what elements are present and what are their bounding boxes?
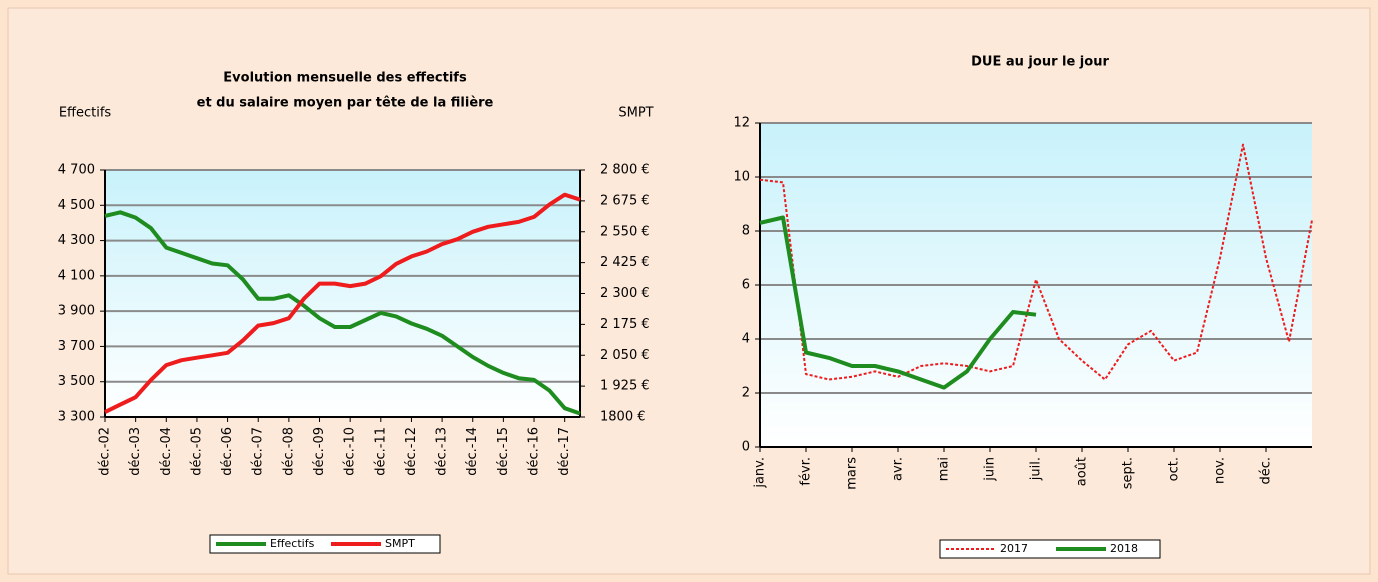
legend-label: 2017 <box>1000 542 1028 555</box>
y2-tick-label: 2 550 € <box>600 224 650 239</box>
y-tick-label: 10 <box>733 170 750 185</box>
y-tick-label: 4 700 <box>58 163 95 178</box>
y2-tick-label: 1800 € <box>600 410 646 425</box>
x-tick-label: déc.-09 <box>312 427 327 476</box>
legend-box <box>939 539 1161 559</box>
x-tick-label: févr. <box>799 457 814 486</box>
x-tick-label: déc.-05 <box>189 427 204 476</box>
y2-tick-label: 2 425 € <box>600 255 650 270</box>
y-tick-label: 3 700 <box>58 339 95 354</box>
y2-tick-label: 2 675 € <box>600 193 650 208</box>
y2-tick-label: 2 175 € <box>600 317 650 332</box>
legend-label: Effectifs <box>270 537 315 550</box>
legend-box <box>209 534 441 554</box>
x-tick-label: déc.-12 <box>404 427 419 476</box>
y-tick-label: 2 <box>742 386 750 401</box>
x-tick-label: nov. <box>1213 457 1228 484</box>
y-tick-label: 4 300 <box>58 233 95 248</box>
legend-label: 2018 <box>1110 542 1138 555</box>
y-tick-label: 4 100 <box>58 268 95 283</box>
x-tick-label: déc.-04 <box>159 427 174 476</box>
x-tick-label: déc.-11 <box>373 427 388 476</box>
series-line <box>104 210 581 416</box>
y-tick-label: 6 <box>742 278 750 293</box>
x-tick-label: déc.-03 <box>128 427 143 476</box>
y-axis-label: Effectifs <box>59 106 112 121</box>
x-tick-label: juil. <box>1029 457 1044 481</box>
x-tick-label: déc.-06 <box>220 427 235 476</box>
x-tick-label: déc.-07 <box>251 427 266 476</box>
y2-tick-label: 1 925 € <box>600 379 650 394</box>
y2-tick-label: 2 300 € <box>600 286 650 301</box>
y-tick-label: 0 <box>742 440 750 455</box>
x-tick-label: déc. <box>1259 457 1274 485</box>
x-tick-label: déc.-16 <box>527 427 542 476</box>
y-tick-label: 4 500 <box>58 198 95 213</box>
x-tick-label: sept. <box>1121 457 1136 489</box>
y-tick-label: 3 900 <box>58 304 95 319</box>
x-tick-label: juin <box>983 457 998 482</box>
plot-area <box>105 170 580 417</box>
x-tick-label: mars <box>845 457 860 490</box>
series-line <box>104 192 581 414</box>
x-tick-label: déc.-13 <box>435 427 450 476</box>
x-tick-label: août <box>1075 457 1090 486</box>
x-tick-label: mai <box>937 457 952 481</box>
legend-label: SMPT <box>385 537 415 550</box>
x-tick-label: janv. <box>753 457 768 489</box>
series-line <box>759 143 1313 381</box>
chart-title: DUE au jour le jour <box>971 55 1109 70</box>
chart-title: Evolution mensuelle des effectifs <box>223 71 467 86</box>
y-tick-label: 3 500 <box>58 374 95 389</box>
y-tick-label: 4 <box>742 332 750 347</box>
y-tick-label: 8 <box>742 224 750 239</box>
y-tick-label: 3 300 <box>58 410 95 425</box>
y2-axis-label: SMPT <box>618 106 653 121</box>
x-tick-label: déc.-14 <box>465 427 480 476</box>
x-tick-label: avr. <box>891 457 906 481</box>
y2-tick-label: 2 050 € <box>600 348 650 363</box>
y2-tick-label: 2 800 € <box>600 163 650 178</box>
x-tick-label: déc.-08 <box>281 427 296 476</box>
x-tick-label: oct. <box>1167 457 1182 481</box>
y-tick-label: 12 <box>733 116 750 131</box>
x-tick-label: déc.-15 <box>496 427 511 476</box>
x-tick-label: déc.-10 <box>343 427 358 476</box>
x-tick-label: déc.-17 <box>557 427 572 476</box>
chart-title: et du salaire moyen par tête de la filiè… <box>197 96 494 111</box>
x-tick-label: déc.-02 <box>98 427 113 476</box>
series-line <box>759 215 1037 390</box>
